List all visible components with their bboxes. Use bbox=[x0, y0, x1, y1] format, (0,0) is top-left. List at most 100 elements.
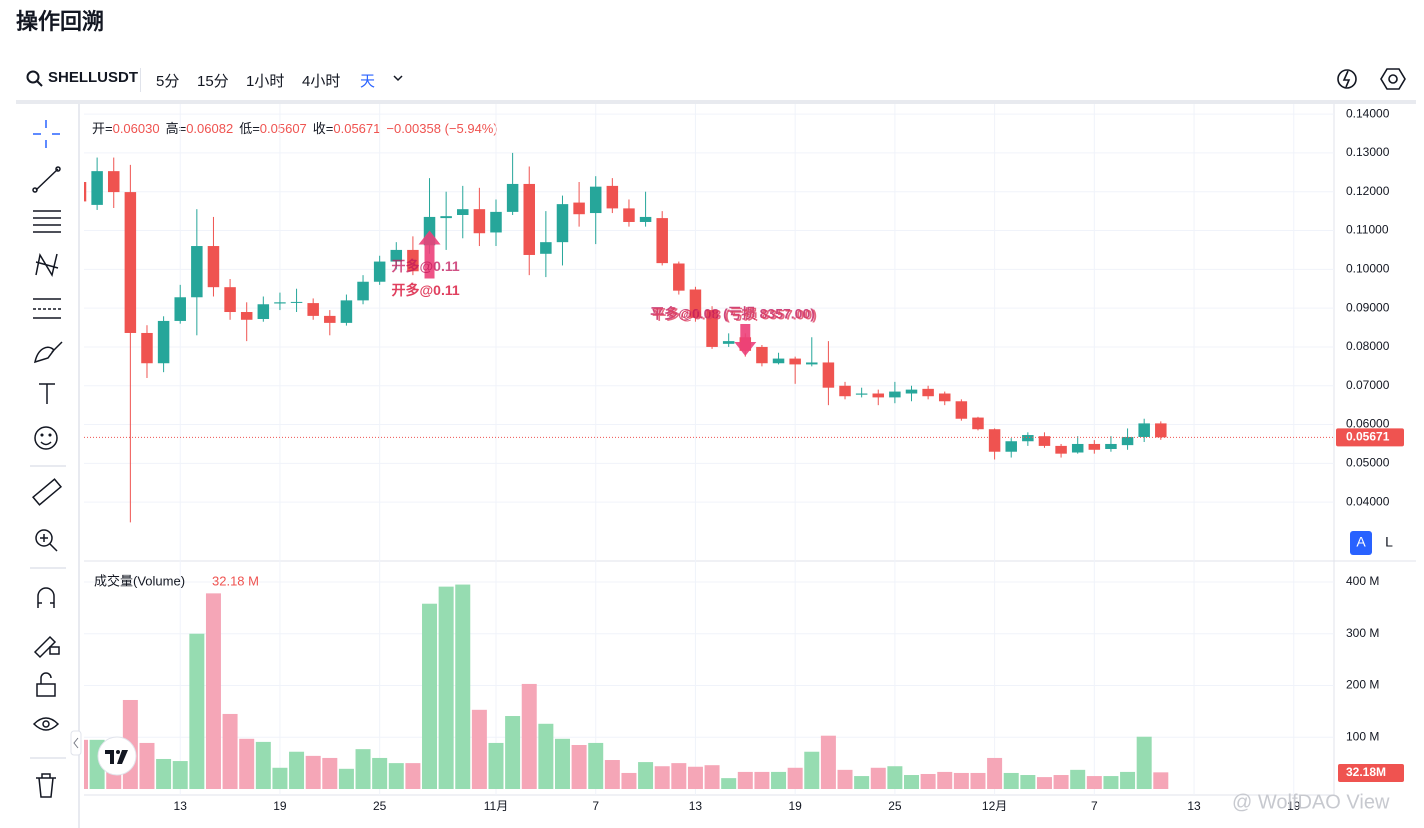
search-icon[interactable] bbox=[26, 70, 44, 88]
y-tick-label: 0.05000 bbox=[1346, 456, 1390, 470]
volume-bar bbox=[870, 767, 886, 789]
y2-tick-label: 300 M bbox=[1346, 626, 1379, 640]
last-volume-box bbox=[1338, 764, 1404, 782]
volume-bar bbox=[505, 716, 521, 789]
y-tick-label: 0.08000 bbox=[1346, 339, 1390, 353]
left-toolbar bbox=[30, 104, 80, 828]
volume-bar bbox=[604, 760, 620, 789]
volume-bar bbox=[787, 767, 803, 789]
candle-body bbox=[722, 341, 735, 344]
volume-bar bbox=[1103, 776, 1119, 789]
candle-body bbox=[1088, 443, 1101, 450]
volume-bar bbox=[222, 713, 238, 789]
candle-body bbox=[207, 246, 220, 288]
y-tick-label: 0.06000 bbox=[1346, 417, 1390, 431]
candle-body bbox=[141, 332, 153, 364]
y2-tick-label: 100 M bbox=[1346, 729, 1379, 743]
volume-bar bbox=[488, 742, 504, 789]
candle-body bbox=[84, 182, 87, 202]
candle-body bbox=[290, 301, 303, 303]
candle-body bbox=[340, 300, 353, 323]
volume-bar bbox=[405, 763, 421, 789]
candle-body bbox=[240, 312, 253, 320]
page-title: 操作回溯 bbox=[16, 9, 105, 34]
x-tick-label: 7 bbox=[1091, 799, 1098, 813]
y-tick-label: 0.14000 bbox=[1346, 106, 1390, 120]
candle-body bbox=[639, 216, 652, 222]
candle-body bbox=[606, 185, 619, 209]
candle-body bbox=[1071, 443, 1084, 453]
y2-tick-label: 400 M bbox=[1346, 574, 1379, 588]
volume-bar bbox=[471, 709, 487, 789]
chevron[interactable] bbox=[392, 73, 404, 83]
settings-icon[interactable] bbox=[1380, 66, 1406, 92]
candle-body bbox=[224, 287, 236, 313]
volume-bar bbox=[621, 772, 637, 789]
interval-button[interactable]: 15分 bbox=[197, 73, 229, 90]
volume-bar bbox=[1153, 772, 1169, 789]
interval-button[interactable]: 5分 bbox=[156, 73, 180, 90]
candle-body bbox=[1022, 435, 1034, 442]
annotation-label: 开多@0.11 bbox=[392, 258, 460, 274]
volume-bar bbox=[189, 633, 205, 789]
volume-bar bbox=[937, 771, 953, 789]
volume-bar bbox=[638, 762, 654, 789]
candle-body bbox=[540, 242, 552, 254]
watermark: @ WolfDAO View bbox=[1232, 791, 1390, 813]
candle-body bbox=[107, 171, 120, 193]
annotation-label: 平多@0.08 (亏损 8357.00) bbox=[652, 307, 817, 323]
volume-value: 32.18 M bbox=[212, 573, 259, 588]
candle-body bbox=[124, 192, 137, 333]
candle-body bbox=[490, 211, 502, 233]
volume-bar bbox=[754, 771, 770, 789]
candle-body bbox=[274, 302, 286, 304]
volume-bar bbox=[388, 763, 404, 789]
candle-body bbox=[556, 204, 569, 243]
scale-button[interactable] bbox=[1378, 531, 1400, 555]
candle-body bbox=[1005, 441, 1017, 452]
y-tick-label: 0.10000 bbox=[1346, 261, 1390, 275]
volume-bar bbox=[1136, 736, 1152, 789]
x-tick-label: 25 bbox=[373, 799, 387, 813]
legend-key: 高= bbox=[165, 121, 187, 136]
annotation-label: 平多@0.08 (亏损 8357.00) bbox=[650, 306, 815, 322]
x-tick-label: 13 bbox=[689, 799, 703, 813]
symbol[interactable]: SHELLUSDT bbox=[48, 69, 138, 86]
volume-bar bbox=[455, 584, 471, 789]
y-tick-label: 0.04000 bbox=[1346, 494, 1390, 508]
sell-arrow bbox=[734, 323, 757, 356]
x-tick-label: 19 bbox=[1287, 799, 1301, 813]
volume-bar bbox=[538, 723, 554, 789]
x-tick-label: 7 bbox=[592, 799, 599, 813]
volume-bar bbox=[970, 772, 986, 789]
scale-button[interactable] bbox=[1350, 531, 1372, 555]
volume-bar bbox=[987, 757, 1003, 789]
volume-bar bbox=[904, 775, 919, 789]
y-tick-label: 0.09000 bbox=[1346, 300, 1390, 314]
candle-body bbox=[772, 358, 785, 364]
candle-body bbox=[257, 304, 270, 319]
tv-logo[interactable] bbox=[97, 736, 137, 776]
candle-body bbox=[872, 393, 885, 398]
legend-value: 0.06030 bbox=[112, 121, 160, 136]
ohlc-legend: 开=0.06030 高=0.06082 低=0.05607 收=0.05671 −0.0… bbox=[92, 118, 504, 137]
candle-body bbox=[1038, 436, 1051, 446]
volume-bar bbox=[704, 765, 720, 789]
interval-button[interactable]: 1小时 bbox=[246, 73, 285, 90]
interval-button[interactable]: 天 bbox=[360, 73, 376, 90]
y2-tick-label: 200 M bbox=[1346, 678, 1379, 692]
candle-body bbox=[1105, 443, 1117, 450]
candle-body bbox=[191, 246, 203, 298]
buy-arrow bbox=[418, 230, 441, 279]
interval-button[interactable]: 4小时 bbox=[302, 73, 341, 90]
legend-key: 收= bbox=[312, 121, 334, 136]
collapse-toggle[interactable] bbox=[70, 730, 82, 756]
y-tick-label: 0.12000 bbox=[1346, 184, 1390, 198]
replay-icon[interactable] bbox=[1334, 66, 1360, 92]
candle-body bbox=[1155, 423, 1167, 438]
volume-bar bbox=[1086, 776, 1102, 789]
volume-title: 成交量(Volume) bbox=[94, 573, 185, 588]
volume-bar bbox=[289, 751, 305, 789]
